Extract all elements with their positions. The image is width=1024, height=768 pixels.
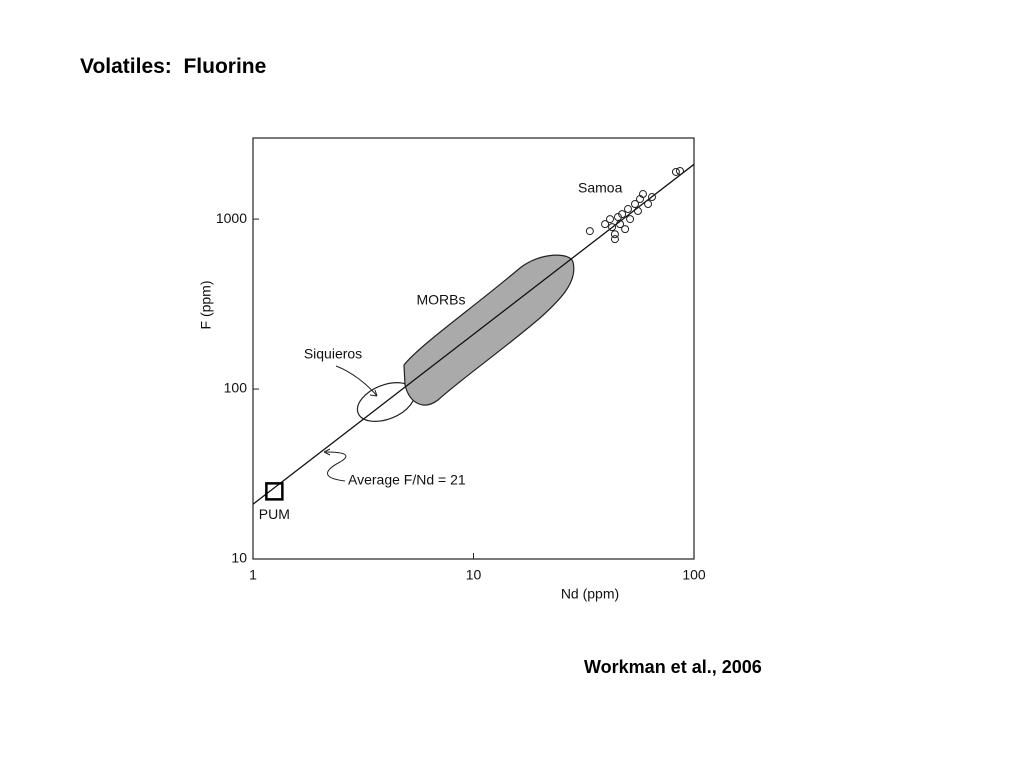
- annotation: MORBs: [417, 292, 466, 308]
- point: [638, 190, 647, 199]
- arrow: [325, 451, 347, 482]
- citation: Workman et al., 2006: [584, 657, 762, 677]
- point: [613, 213, 622, 222]
- y-axis-label: F (ppm): [198, 281, 214, 330]
- y-tick-label: 100: [224, 380, 248, 396]
- arrow-head: [323, 448, 331, 456]
- point: [626, 215, 635, 224]
- x-axis-label: Nd (ppm): [561, 586, 619, 602]
- pum-marker: [265, 482, 284, 501]
- y-tick-label: 1000: [216, 210, 247, 226]
- pum-label: PUM: [259, 506, 290, 522]
- point: [610, 235, 619, 244]
- point: [676, 166, 685, 175]
- point: [630, 200, 639, 209]
- series-label: Samoa: [578, 180, 623, 196]
- point: [644, 200, 653, 209]
- arrow-head: [369, 389, 378, 397]
- point: [601, 220, 610, 229]
- x-tick-label: 10: [466, 567, 482, 583]
- x-tick-label: 100: [682, 567, 706, 583]
- point: [606, 215, 615, 224]
- fit-label: Average F/Nd = 21: [348, 472, 466, 488]
- morb-field: [403, 254, 575, 406]
- point: [633, 207, 642, 216]
- point: [616, 220, 625, 229]
- arrow: [335, 365, 378, 397]
- point: [624, 205, 633, 214]
- y-tick-label: 10: [231, 550, 247, 566]
- point: [610, 230, 619, 239]
- point: [618, 210, 627, 219]
- point: [621, 225, 630, 234]
- slide-title: Volatiles: Fluorine: [80, 55, 267, 78]
- fit-line: [252, 163, 695, 505]
- annotation: Siquieros: [304, 346, 362, 362]
- point: [585, 227, 594, 236]
- point: [648, 193, 657, 202]
- point: [608, 223, 617, 232]
- x-tick-label: 1: [249, 567, 257, 583]
- point: [671, 167, 680, 176]
